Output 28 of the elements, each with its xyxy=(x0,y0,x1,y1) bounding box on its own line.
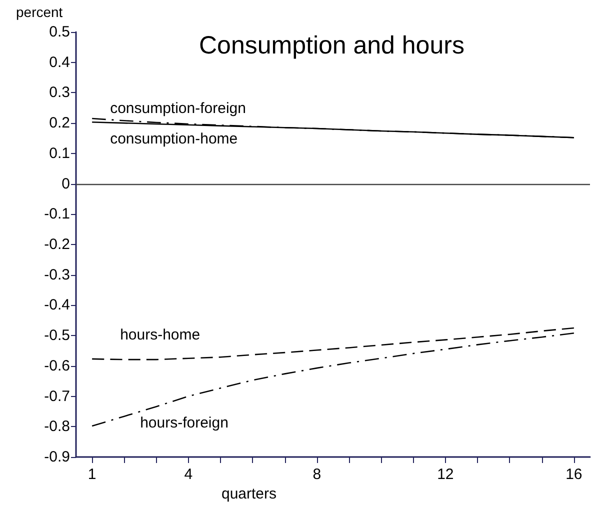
y-tick-label: -0.2 xyxy=(44,236,70,253)
y-tick-label: -0.5 xyxy=(44,327,70,344)
y-tick-label: -0.3 xyxy=(44,266,70,284)
line-series xyxy=(91,327,575,360)
series-label: consumption-home xyxy=(110,130,238,148)
y-tick-label: -0.6 xyxy=(44,357,70,374)
y-tick-label: 0.2 xyxy=(49,114,70,132)
x-tick-label: 12 xyxy=(437,466,454,483)
y-tick-label: 0 xyxy=(62,175,70,192)
y-tick-label: 0.5 xyxy=(49,24,70,40)
chart-title: Consumption and hours xyxy=(199,32,464,60)
y-tick-label: -0.7 xyxy=(44,388,70,405)
x-tick-label: 1 xyxy=(88,466,96,483)
x-tick-label: 4 xyxy=(184,466,193,483)
series-label: hours-home xyxy=(120,326,200,344)
x-axis-title: quarters xyxy=(221,486,277,502)
series-label: consumption-foreign xyxy=(110,100,246,118)
series-label: hours-foreign xyxy=(140,414,228,432)
y-tick-label: -0.8 xyxy=(44,418,70,436)
y-axis-title: percent xyxy=(16,4,63,20)
y-tick-label: -0.9 xyxy=(44,448,70,466)
y-tick-label: -0.4 xyxy=(44,296,70,314)
y-tick-label: -0.1 xyxy=(44,206,70,223)
y-tick-label: 0.1 xyxy=(49,144,70,162)
x-tick-label: 16 xyxy=(566,466,582,483)
y-tick-label: 0.3 xyxy=(49,84,70,102)
x-tick-label: 8 xyxy=(312,466,322,483)
y-tick-label: 0.4 xyxy=(49,54,70,71)
